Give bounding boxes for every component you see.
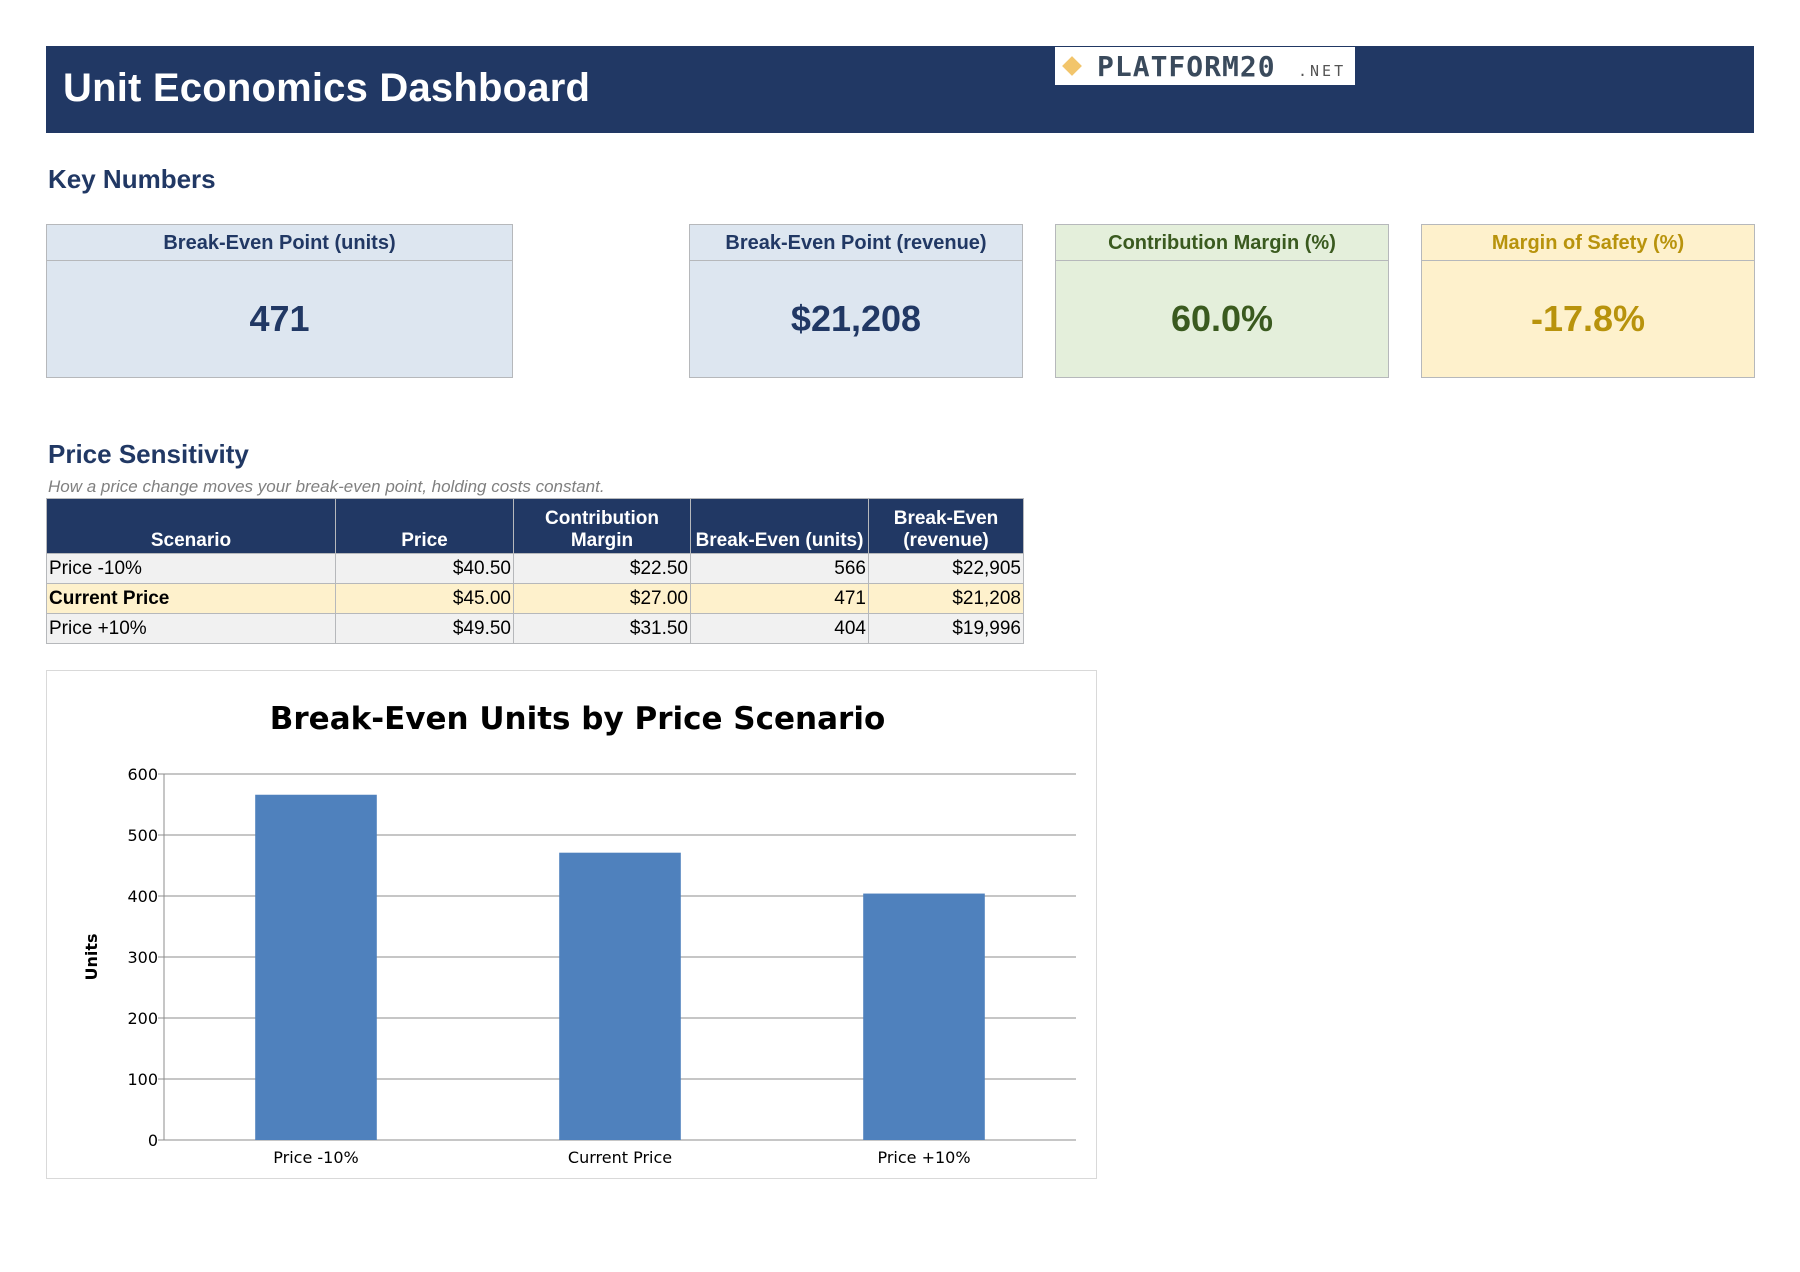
column-header: Contribution Margin [513,498,691,554]
x-tick-label: Price +10% [877,1148,970,1167]
chart-plot: 0 100 200 300 400 500 600 Price -10% Current Pri… [82,765,1076,1167]
bar [863,893,985,1140]
card-break-even-revenue: Break-Even Point (revenue) $21,208 [689,224,1023,378]
column-header: Price [335,498,514,554]
logo-suffix: .NET [1298,62,1347,80]
y-tick-label: 100 [127,1070,158,1089]
price-cell: $49.50 [335,613,514,644]
platform-logo: PLATFORM20 .NET [1055,47,1355,85]
y-tick-label: 400 [127,887,158,906]
column-header: Break-Even (units) [690,498,869,554]
header-banner: Unit Economics Dashboard [46,46,1754,133]
price-cell: $40.50 [335,553,514,584]
y-tick-label: 0 [148,1131,158,1150]
card-value: -17.8% [1530,298,1646,339]
contribution-margin-cell: $27.00 [513,583,691,614]
card-label: Margin of Safety (%) [1422,225,1754,261]
card-value: $21,208 [790,298,922,339]
scenario-cell: Price -10% [46,553,336,584]
be-revenue-cell: $19,996 [868,613,1024,644]
column-header: Break-Even (revenue) [868,498,1024,554]
page-title: Unit Economics Dashboard [63,66,591,110]
card-value: 471 [249,298,310,339]
y-axis-label: Units [82,933,101,980]
price-sensitivity-table: Scenario Price Contribution Margin Break… [46,498,1024,644]
chart-title: Break-Even Units by Price Scenario [269,701,886,737]
scenario-cell: Price +10% [46,613,336,644]
x-tick-label: Current Price [568,1148,672,1167]
table-row: Price +10% $49.50 $31.50 404 $19,996 [46,613,1024,644]
key-numbers-heading: Key Numbers [48,164,216,194]
card-label: Break-Even Point (units) [47,225,512,261]
be-units-cell: 566 [690,553,869,584]
diamond-icon [1062,56,1082,76]
logo-text: PLATFORM20 [1097,50,1276,83]
card-margin-of-safety: Margin of Safety (%) -17.8% [1421,224,1755,378]
y-tick-label: 300 [127,948,158,967]
contribution-margin-cell: $31.50 [513,613,691,644]
bar [255,794,377,1140]
y-tick-label: 500 [127,826,158,845]
table-header-row: Scenario Price Contribution Margin Break… [46,498,1024,554]
price-cell: $45.00 [335,583,514,614]
y-tick-label: 200 [127,1009,158,1028]
be-units-cell: 471 [690,583,869,614]
break-even-chart: Break-Even Units by Price Scenario 0 100 2… [46,670,1097,1179]
table-row-current: Current Price $45.00 $27.00 471 $21,208 [46,583,1024,614]
card-label: Contribution Margin (%) [1056,225,1388,261]
card-label: Break-Even Point (revenue) [690,225,1022,261]
y-tick-label: 600 [127,765,158,784]
be-revenue-cell: $21,208 [868,583,1024,614]
be-units-cell: 404 [690,613,869,644]
card-contribution-margin: Contribution Margin (%) 60.0% [1055,224,1389,378]
scenario-cell: Current Price [46,583,336,614]
column-header: Scenario [46,498,336,554]
bar [559,852,681,1140]
price-sensitivity-subtitle: How a price change moves your break-even… [48,477,605,496]
table-row: Price -10% $40.50 $22.50 566 $22,905 [46,553,1024,584]
card-value: 60.0% [1170,298,1274,339]
x-tick-label: Price -10% [273,1148,358,1167]
price-sensitivity-heading: Price Sensitivity [48,439,249,469]
be-revenue-cell: $22,905 [868,553,1024,584]
card-break-even-units: Break-Even Point (units) 471 [46,224,513,378]
contribution-margin-cell: $22.50 [513,553,691,584]
